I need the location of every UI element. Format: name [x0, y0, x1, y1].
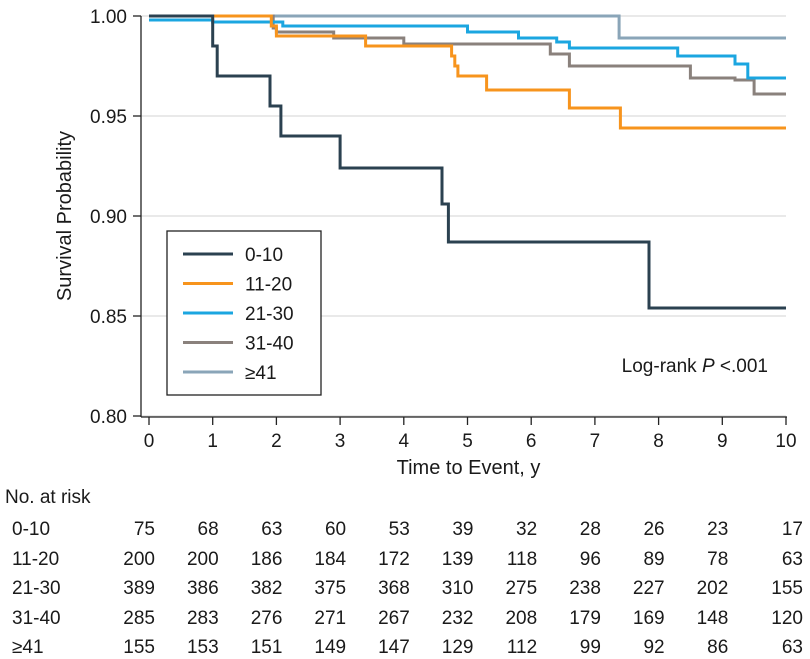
- risk-cell: 172: [378, 548, 410, 570]
- y-tick-label: 0.85: [90, 307, 127, 328]
- risk-table-title: No. at risk: [5, 487, 91, 508]
- x-tick-label: 0: [144, 431, 155, 452]
- x-tick-label: 6: [526, 431, 537, 452]
- risk-cell: 285: [123, 607, 155, 629]
- legend-label: 11-20: [245, 275, 292, 296]
- risk-row-label: 11-20: [12, 548, 60, 570]
- risk-cell: 96: [579, 548, 601, 570]
- series-line-11-20: [149, 14, 786, 130]
- x-tick-label: 2: [271, 431, 282, 452]
- risk-cell: 86: [707, 637, 729, 659]
- legend-label: ≥41: [245, 363, 277, 384]
- risk-cell: 53: [388, 519, 410, 540]
- risk-cell: 129: [441, 637, 474, 659]
- risk-cell: 63: [781, 548, 803, 570]
- x-tick-label: 10: [775, 431, 796, 452]
- risk-cell: 32: [516, 519, 538, 540]
- risk-cell: 60: [324, 519, 347, 540]
- risk-cell: 151: [250, 637, 283, 659]
- risk-cell: 23: [707, 519, 729, 540]
- risk-cell: 184: [314, 548, 347, 570]
- legend-label: 31-40: [245, 334, 294, 355]
- risk-cell: 276: [250, 607, 283, 629]
- risk-cell: 89: [643, 548, 665, 570]
- risk-cell: 112: [506, 637, 538, 659]
- risk-cell: 375: [314, 578, 347, 600]
- risk-cell: 267: [378, 607, 410, 629]
- x-tick-label: 3: [335, 431, 346, 452]
- risk-cell: 99: [579, 637, 601, 659]
- risk-cell: 389: [123, 578, 155, 600]
- risk-cell: 275: [505, 578, 538, 600]
- risk-cell: 148: [696, 607, 729, 629]
- y-tick-label: 0.80: [90, 407, 127, 428]
- y-tick-label: 0.90: [90, 207, 127, 228]
- risk-cell: 139: [441, 548, 474, 570]
- risk-cell: 75: [133, 519, 155, 540]
- y-tick-label: 1.00: [90, 7, 127, 28]
- risk-cell: 39: [452, 519, 474, 540]
- risk-cell: 92: [643, 637, 665, 659]
- risk-cell: 238: [569, 578, 601, 600]
- risk-cell: 120: [771, 607, 803, 629]
- risk-cell: 200: [123, 548, 155, 570]
- risk-cell: 26: [643, 519, 665, 540]
- legend-label: 0-10: [245, 245, 283, 266]
- legend: 0-10 11-20 21-30 31-40 ≥41: [166, 230, 322, 396]
- risk-cell: 208: [505, 607, 538, 629]
- y-tick-label: 0.95: [90, 107, 127, 128]
- risk-cell: 169: [632, 607, 665, 629]
- risk-cell: 155: [123, 637, 155, 659]
- risk-cell: 283: [186, 607, 219, 629]
- risk-cell: 186: [250, 548, 283, 570]
- x-tick-label: 1: [207, 431, 218, 452]
- x-tick-label: 9: [717, 431, 728, 452]
- risk-row-label: ≥41: [12, 637, 44, 659]
- x-tick-label: 5: [462, 431, 473, 452]
- risk-cell: 386: [186, 578, 219, 600]
- risk-cell: 179: [569, 607, 601, 629]
- x-axis-title: Time to Event, y: [397, 457, 541, 479]
- risk-cell: 271: [314, 607, 347, 629]
- legend-label: 21-30: [245, 304, 294, 325]
- risk-cell: 232: [441, 607, 474, 629]
- risk-cell: 153: [186, 637, 219, 659]
- risk-cell: 17: [781, 519, 803, 540]
- risk-row-label: 21-30: [12, 578, 61, 600]
- risk-cell: 28: [579, 519, 601, 540]
- risk-cell: 63: [261, 519, 283, 540]
- logrank-annotation: Log-rank P <.001: [622, 356, 768, 377]
- risk-cell: 155: [771, 578, 803, 600]
- risk-cell: 63: [781, 637, 803, 659]
- series-line-≥41: [149, 14, 786, 40]
- risk-cell: 200: [186, 548, 219, 570]
- risk-row-label: 31-40: [12, 607, 61, 629]
- risk-cell: 227: [632, 578, 665, 600]
- survival-chart: 0.80 0.85 0.90 0.95 1.00 0 1 2 3 4 5 6 7 8 9 10 Time to …: [54, 7, 797, 479]
- risk-cell: 310: [441, 578, 474, 600]
- y-axis-title: Survival Probability: [54, 131, 76, 301]
- risk-row-label: 0-10: [12, 519, 51, 540]
- risk-cell: 202: [696, 578, 729, 600]
- risk-cell: 382: [250, 578, 283, 600]
- risk-cell: 149: [314, 637, 347, 659]
- x-tick-label: 4: [399, 431, 410, 452]
- risk-cell: 78: [707, 548, 729, 570]
- series-line-21-30: [149, 18, 786, 80]
- series-line-0-10: [149, 14, 786, 310]
- risk-cell: 147: [378, 637, 410, 659]
- risk-cell: 68: [197, 519, 219, 540]
- x-tick-label: 7: [590, 431, 601, 452]
- risk-cell: 118: [506, 548, 538, 570]
- risk-cell: 368: [378, 578, 410, 600]
- x-tick-label: 8: [653, 431, 664, 452]
